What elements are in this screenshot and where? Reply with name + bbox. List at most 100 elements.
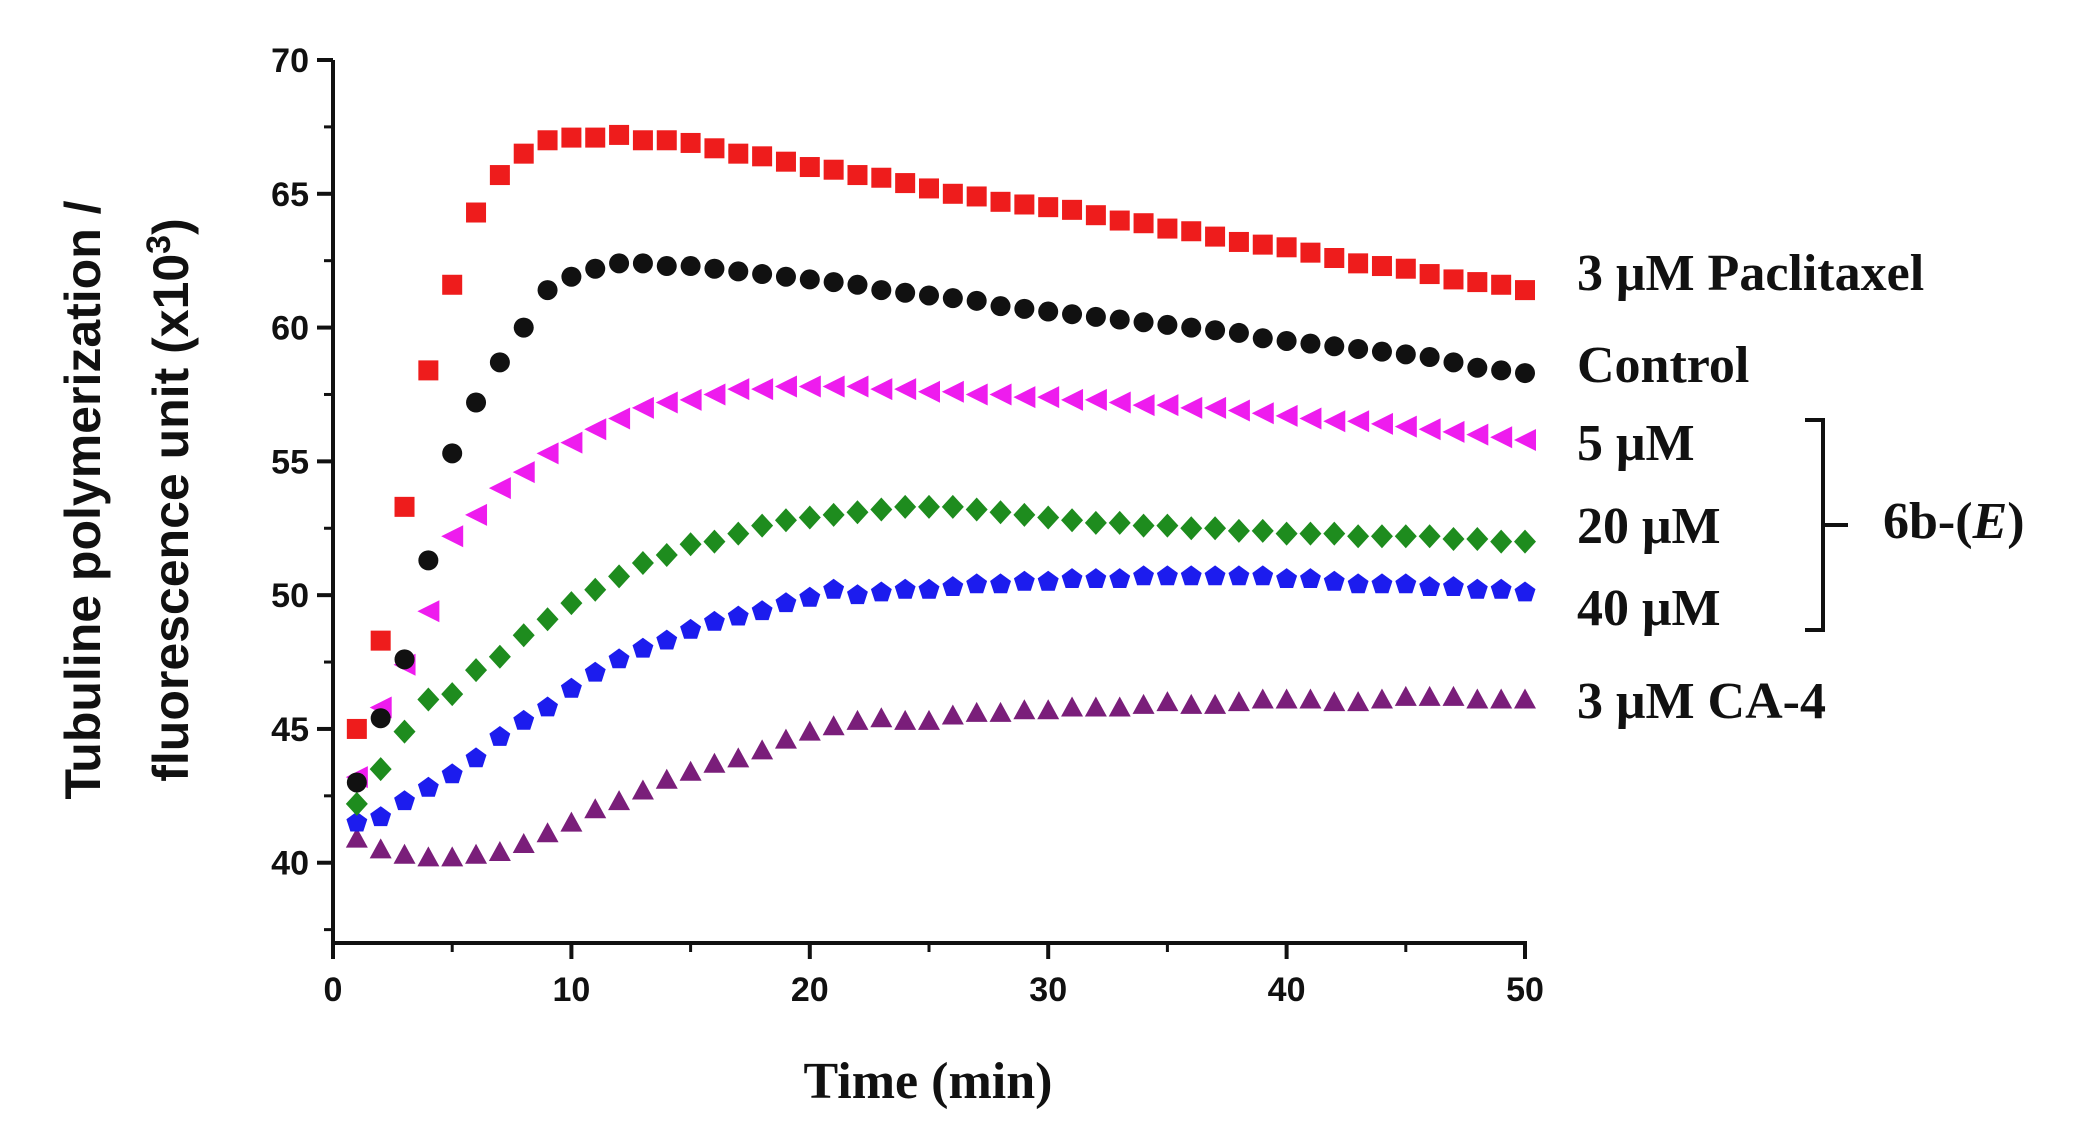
data-point-circle xyxy=(919,285,939,306)
data-point-square xyxy=(656,130,677,151)
data-point-square xyxy=(966,186,987,207)
data-point-diamond xyxy=(751,513,774,538)
data-point-triangle-left xyxy=(465,503,488,526)
data-point-triangle-left xyxy=(989,383,1012,406)
group-label-6b-E: 6b-(E) xyxy=(1883,493,2025,550)
data-point-circle xyxy=(775,266,796,287)
data-point-circle xyxy=(1038,301,1059,322)
data-point-triangle-left xyxy=(703,383,726,406)
data-point-triangle-up xyxy=(1323,691,1346,712)
data-point-diamond xyxy=(655,543,678,568)
data-point-circle xyxy=(1395,344,1416,365)
data-point-pentagon xyxy=(370,806,392,827)
data-point-square xyxy=(847,165,868,186)
data-point-diamond xyxy=(1370,524,1393,549)
data-point-triangle-up xyxy=(822,715,845,736)
data-point-triangle-up xyxy=(369,838,392,859)
data-point-triangle-left xyxy=(679,388,702,411)
data-point-triangle-left xyxy=(822,375,845,398)
y-tick-label: 50 xyxy=(271,577,309,615)
data-point-pentagon xyxy=(632,637,654,658)
data-point-square xyxy=(1014,194,1035,215)
data-point-triangle-up xyxy=(345,827,368,848)
data-point-diamond xyxy=(822,502,845,527)
data-point-triangle-left xyxy=(1180,396,1203,419)
data-point-diamond xyxy=(1180,516,1203,541)
data-point-square xyxy=(346,718,367,739)
data-point-triangle-left xyxy=(1084,388,1107,411)
data-point-diamond xyxy=(1204,516,1227,541)
data-point-triangle-left xyxy=(1132,394,1155,417)
data-point-circle xyxy=(752,264,773,285)
data-point-diamond xyxy=(345,791,368,816)
data-point-triangle-left xyxy=(1251,402,1274,425)
data-point-triangle-up xyxy=(1514,688,1536,709)
data-point-diamond xyxy=(1227,518,1250,543)
data-point-diamond xyxy=(1466,526,1489,551)
data-point-circle xyxy=(1157,314,1178,335)
data-point-triangle-up xyxy=(631,779,654,800)
data-point-pentagon xyxy=(775,592,797,613)
data-point-triangle-left xyxy=(1108,391,1131,414)
data-point-circle xyxy=(1252,328,1273,349)
data-point-diamond xyxy=(1323,521,1346,546)
data-point-diamond xyxy=(1347,524,1370,549)
data-point-square xyxy=(1085,205,1106,226)
data-point-triangle-left xyxy=(941,380,964,403)
data-point-pentagon xyxy=(465,747,487,768)
data-point-pentagon xyxy=(870,581,892,602)
x-tick-label: 0 xyxy=(324,971,343,1009)
data-point-pentagon xyxy=(727,605,749,626)
data-point-pentagon xyxy=(489,726,511,746)
data-point-pentagon xyxy=(799,586,821,607)
data-point-diamond xyxy=(846,500,869,525)
data-point-square xyxy=(1276,237,1297,258)
data-point-square xyxy=(728,143,749,164)
data-point-square xyxy=(537,130,558,151)
data-point-pentagon xyxy=(513,709,535,730)
data-point-circle xyxy=(561,266,582,287)
series-label-ca4: 3 μM CA-4 xyxy=(1577,673,1826,730)
data-point-diamond xyxy=(870,497,893,522)
data-point-triangle-up xyxy=(560,811,583,832)
data-point-square xyxy=(1205,226,1226,247)
data-point-triangle-up xyxy=(1180,693,1203,714)
data-point-triangle-left xyxy=(1204,396,1227,419)
data-point-pentagon xyxy=(584,661,606,682)
data-point-triangle-left xyxy=(536,442,559,465)
data-point-circle xyxy=(966,290,987,311)
data-point-circle xyxy=(656,256,677,277)
data-point-diamond xyxy=(393,719,416,744)
data-point-square xyxy=(1443,269,1464,290)
axes: 40 45 50 55 60 65 70 0 10 20 30 40 50 xyxy=(271,42,1544,1009)
data-point-square xyxy=(1371,256,1392,277)
y-axis-label-line2: fluorescence unit (x103) xyxy=(140,218,199,782)
data-point-square xyxy=(680,132,701,153)
data-point-square xyxy=(704,138,725,159)
group-label-prefix: 6b-( xyxy=(1883,493,1973,550)
data-point-circle xyxy=(990,296,1011,317)
data-point-diamond xyxy=(1394,524,1417,549)
data-point-diamond xyxy=(1132,513,1155,538)
data-point-square xyxy=(1300,242,1321,263)
group-label-italic: E xyxy=(1972,493,2008,550)
data-point-circle xyxy=(1181,317,1202,338)
data-point-pentagon xyxy=(1395,573,1417,594)
data-point-triangle-up xyxy=(918,709,940,730)
data-point-circle xyxy=(1348,338,1369,359)
data-point-diamond xyxy=(965,497,988,522)
series-label-control: Control xyxy=(1577,337,1749,394)
data-point-square xyxy=(895,173,916,194)
data-point-diamond xyxy=(1013,502,1036,527)
data-point-triangle-left xyxy=(512,461,535,484)
data-point-triangle-up xyxy=(774,728,797,749)
data-point-triangle-up xyxy=(679,760,702,781)
data-point-square xyxy=(609,124,630,145)
x-tick-label: 20 xyxy=(791,971,829,1009)
series-label-20uM: 20 μM xyxy=(1577,498,1721,555)
data-point-diamond xyxy=(584,577,607,602)
data-point-diamond xyxy=(1251,518,1274,543)
data-point-triangle-left xyxy=(655,391,678,414)
data-point-triangle-up xyxy=(1418,685,1441,706)
